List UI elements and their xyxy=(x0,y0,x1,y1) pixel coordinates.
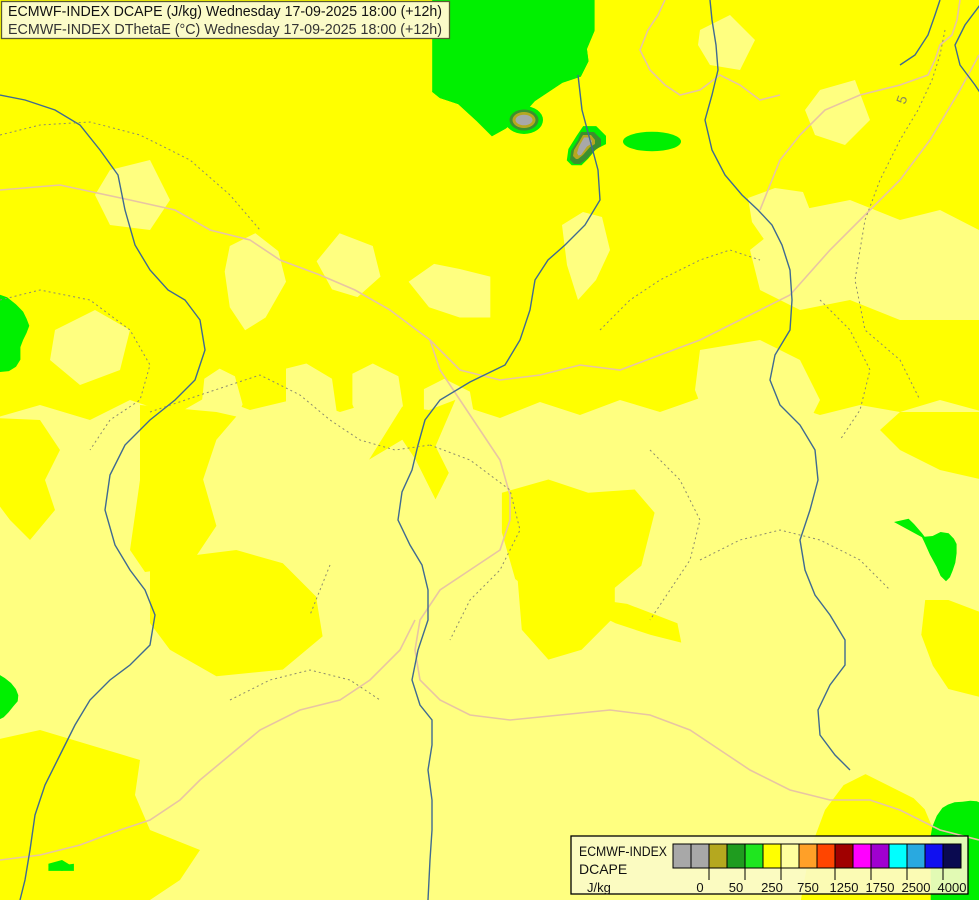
svg-text:2500: 2500 xyxy=(902,880,931,895)
svg-text:1250: 1250 xyxy=(830,880,859,895)
svg-text:ECMWF-INDEX DThetaE (°C) Wedne: ECMWF-INDEX DThetaE (°C) Wednesday 17-09… xyxy=(8,22,442,38)
svg-text:J/kg: J/kg xyxy=(587,880,611,895)
svg-text:DCAPE: DCAPE xyxy=(579,861,627,877)
svg-text:1750: 1750 xyxy=(866,880,895,895)
svg-text:ECMWF-INDEX DCAPE (J/kg) Wedne: ECMWF-INDEX DCAPE (J/kg) Wednesday 17-09… xyxy=(8,4,442,20)
svg-text:50: 50 xyxy=(729,880,743,895)
svg-text:4000: 4000 xyxy=(938,880,967,895)
svg-text:0: 0 xyxy=(696,880,703,895)
svg-text:250: 250 xyxy=(761,880,783,895)
svg-text:750: 750 xyxy=(797,880,819,895)
svg-text:ECMWF-INDEX: ECMWF-INDEX xyxy=(579,844,667,859)
